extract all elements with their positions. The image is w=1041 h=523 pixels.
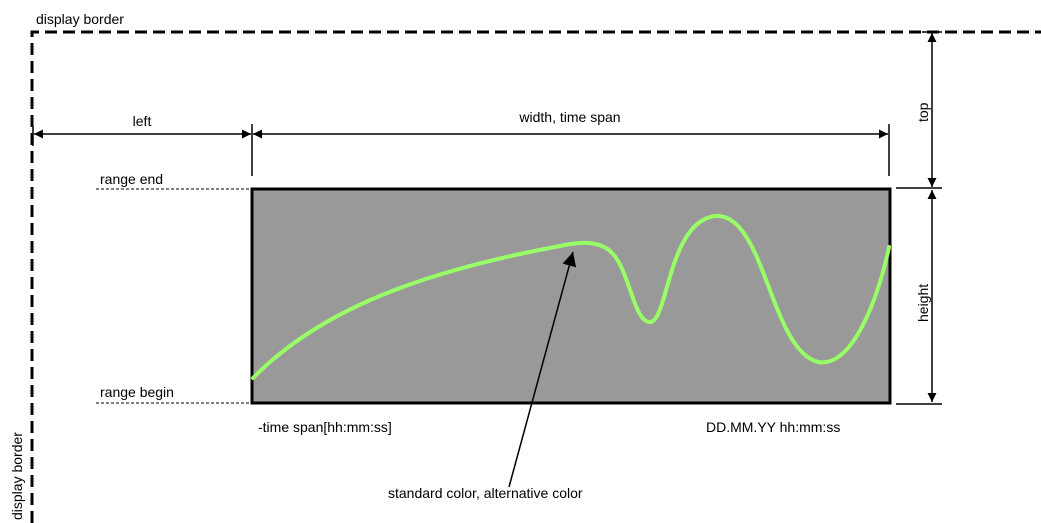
- display-border-line: [30, 30, 1041, 523]
- range-begin-label: range begin: [100, 384, 174, 400]
- height-dimension-label: height: [915, 284, 931, 322]
- curve-color-label: standard color, alternative color: [388, 485, 583, 501]
- time-span-start-label: -time span[hh:mm:ss]: [258, 419, 392, 435]
- display-border-label-top: display border: [36, 11, 124, 27]
- left-dimension-label: left: [133, 113, 152, 129]
- range-end-label: range end: [100, 171, 163, 187]
- signal-curve: [251, 213, 891, 380]
- plot-area: [250, 187, 892, 405]
- display-border-label-left: display border: [9, 432, 25, 520]
- width-dimension-label: width, time span: [518, 109, 620, 125]
- top-dimension-label: top: [915, 102, 931, 122]
- pointer-arrow-icon: [508, 251, 577, 488]
- timestamp-end-label: DD.MM.YY hh:mm:ss: [706, 419, 840, 435]
